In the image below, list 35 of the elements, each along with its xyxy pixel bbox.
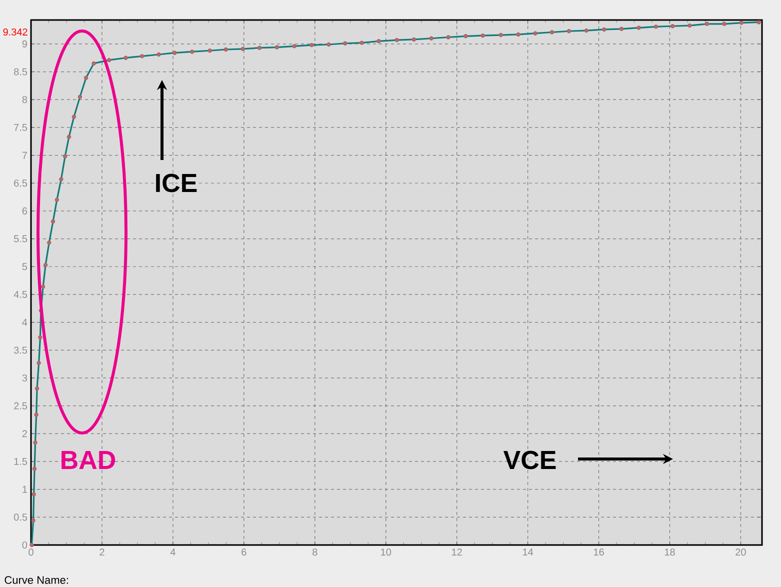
x-tick-label: 4 <box>170 548 176 556</box>
y-tick-label: 2.5 <box>14 402 28 410</box>
x-tick-label: 2 <box>100 548 104 556</box>
x-tick-label: 20 <box>736 548 746 556</box>
y-tick-label: 5.5 <box>14 235 28 242</box>
y-tick-label: 9 <box>22 40 28 48</box>
y-tick-label: 7.5 <box>14 124 28 131</box>
y-tick-label: 8.5 <box>14 68 28 76</box>
y-tick-label: 4 <box>22 318 28 326</box>
x-tick-label: 18 <box>664 548 675 556</box>
y-tick-label: 0 <box>22 541 28 549</box>
annotation: VCE <box>503 450 556 470</box>
x-tick-label: 16 <box>594 548 604 556</box>
y-tick-label: 0.5 <box>14 514 28 521</box>
y-tick-label: 1 <box>22 486 27 493</box>
y-tick-label: 5 <box>22 263 28 270</box>
y-tick-label: 3 <box>22 374 28 382</box>
text: Curve Name: <box>4 576 68 584</box>
y-tick-label: 8 <box>22 96 28 104</box>
y-tick-label: 7 <box>22 152 27 159</box>
text: 9.342 <box>3 28 28 36</box>
y-tick-label: 4.5 <box>14 290 28 298</box>
x-tick-label: 14 <box>523 548 534 556</box>
y-tick-label: 6.5 <box>14 180 28 187</box>
y-tick-label: 2 <box>22 430 27 438</box>
x-tick-label: 10 <box>381 548 392 556</box>
y-tick-label: 6 <box>22 207 28 214</box>
y-tick-label: 1.5 <box>14 458 28 465</box>
x-tick-label: 0 <box>28 548 34 556</box>
annotation: BAD <box>62 451 116 469</box>
x-tick-label: 6 <box>242 548 246 556</box>
x-tick-label: 8 <box>312 548 318 556</box>
x-tick-label: 12 <box>452 548 462 556</box>
annotation: ICE <box>156 174 197 192</box>
y-tick-label: 3.5 <box>14 346 28 354</box>
